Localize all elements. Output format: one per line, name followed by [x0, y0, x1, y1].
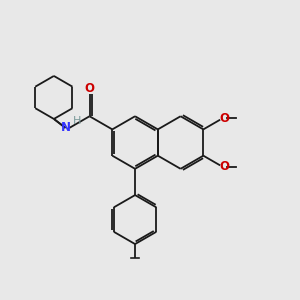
Text: O: O	[219, 160, 229, 173]
Text: O: O	[219, 112, 229, 125]
Text: H: H	[73, 116, 81, 126]
Text: O: O	[85, 82, 94, 95]
Text: N: N	[61, 122, 70, 134]
